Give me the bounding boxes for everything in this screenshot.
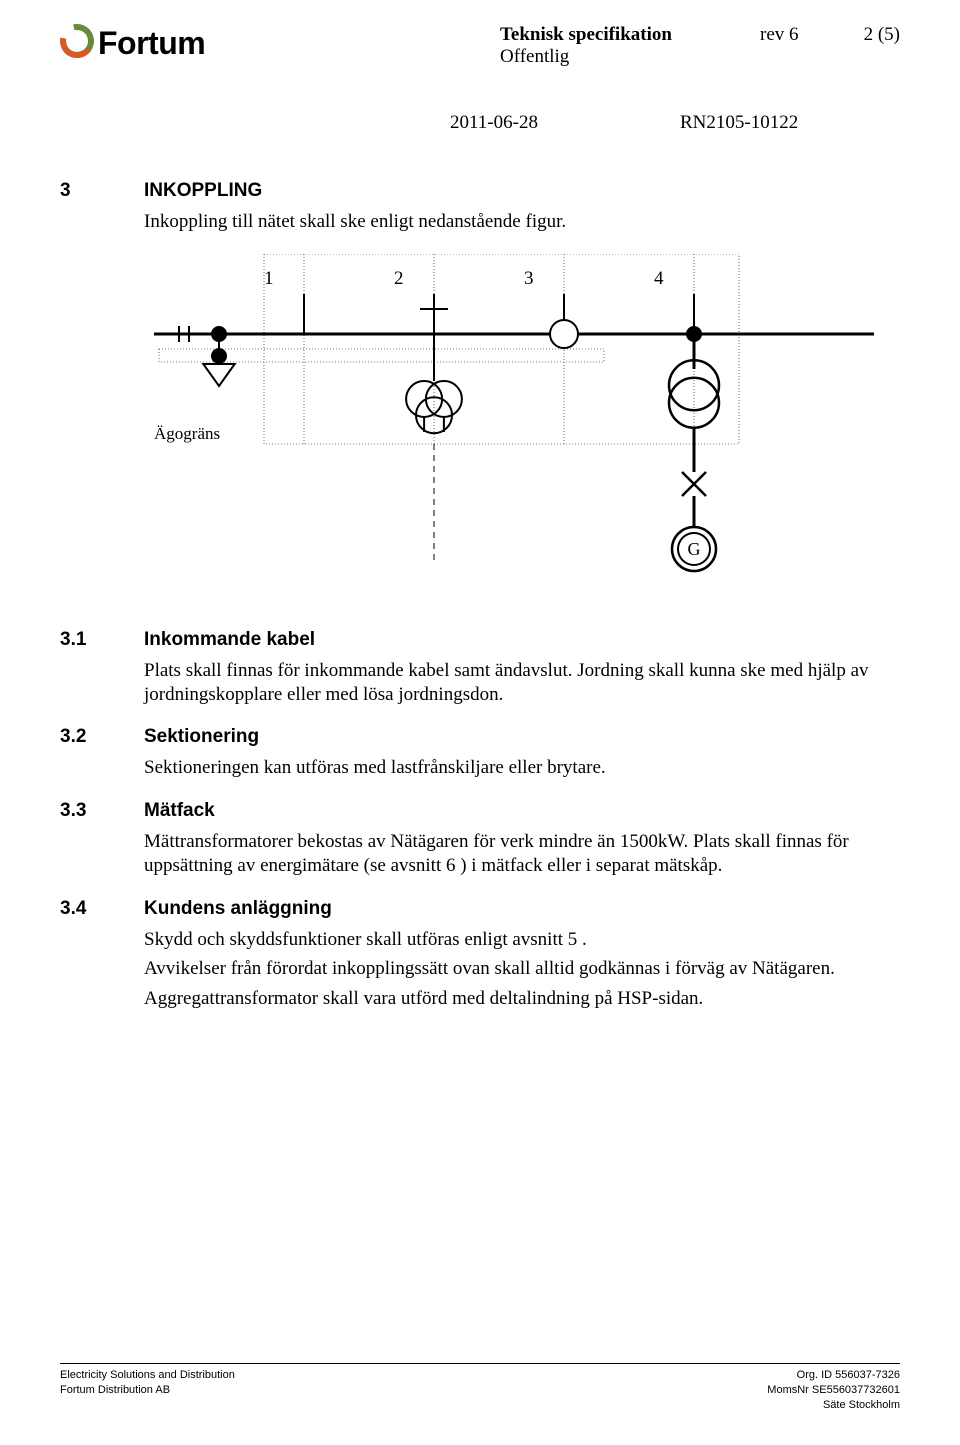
svg-text:1: 1	[264, 268, 274, 289]
section-number: 3.2	[60, 726, 144, 748]
diagram-svg: 1 2 3 4 Ägogräns G	[144, 254, 884, 594]
svg-text:4: 4	[654, 268, 664, 289]
single-line-diagram: 1 2 3 4 Ägogräns G	[144, 254, 900, 599]
footer-line: Electricity Solutions and Distribution	[60, 1368, 235, 1383]
doc-id: RN2105-10122	[680, 112, 798, 134]
section-body: Inkoppling till nätet skall ske enligt n…	[144, 210, 900, 234]
footer-line: MomsNr SE556037732601	[767, 1383, 900, 1398]
section-body: Sektioneringen kan utföras med lastfråns…	[144, 756, 900, 780]
svg-text:G: G	[688, 539, 701, 559]
section-title: Kundens anläggning	[144, 898, 332, 920]
section-title: Inkommande kabel	[144, 629, 315, 651]
logo-text: Fortum	[98, 25, 205, 62]
spec-label: Teknisk specifikation	[500, 24, 672, 45]
section-heading: 3.2 Sektionering	[60, 726, 900, 748]
svg-text:3: 3	[524, 268, 534, 289]
section-number: 3.3	[60, 800, 144, 822]
section-heading: 3.1 Inkommande kabel	[60, 629, 900, 651]
meta-row: 2011-06-28 RN2105-10122	[450, 112, 900, 134]
classification: Offentlig	[500, 46, 760, 68]
section-heading: 3 INKOPPLING	[60, 180, 900, 202]
section-number: 3.1	[60, 629, 144, 651]
footer-right: Org. ID 556037-7326 MomsNr SE55603773260…	[767, 1368, 900, 1413]
section-body: Aggregattransformator skall vara utförd …	[144, 987, 900, 1011]
logo: Fortum	[60, 24, 205, 63]
svg-text:Ägogräns: Ägogräns	[154, 424, 220, 443]
footer-line: Fortum Distribution AB	[60, 1383, 235, 1398]
section-title: INKOPPLING	[144, 180, 262, 202]
section-number: 3.4	[60, 898, 144, 920]
section-title: Sektionering	[144, 726, 259, 748]
revision: rev 6	[760, 24, 840, 46]
section-title: Mätfack	[144, 800, 215, 822]
section-body: Plats skall finnas för inkommande kabel …	[144, 659, 900, 707]
page-number: 2 (5)	[840, 24, 900, 46]
svg-text:2: 2	[394, 268, 404, 289]
content-area: 3 INKOPPLING Inkoppling till nätet skall…	[60, 180, 900, 1031]
section-body: Avvikelser från förordat inkopplingssätt…	[144, 957, 900, 981]
footer-line: Säte Stockholm	[767, 1398, 900, 1413]
section-body: Skydd och skyddsfunktioner skall utföras…	[144, 928, 900, 952]
footer-left: Electricity Solutions and Distribution F…	[60, 1368, 235, 1413]
footer-line: Org. ID 556037-7326	[767, 1368, 900, 1383]
logo-icon	[60, 24, 94, 63]
doc-date: 2011-06-28	[450, 112, 680, 134]
header-meta: Teknisk specifikation Offentlig rev 6 2 …	[500, 24, 900, 68]
section-heading: 3.3 Mätfack	[60, 800, 900, 822]
section-number: 3	[60, 180, 144, 202]
page-footer: Electricity Solutions and Distribution F…	[60, 1363, 900, 1413]
section-body: Mättransformatorer bekostas av Nätägaren…	[144, 830, 900, 878]
page-header: Fortum Teknisk specifikation Offentlig r…	[60, 24, 900, 68]
section-heading: 3.4 Kundens anläggning	[60, 898, 900, 920]
